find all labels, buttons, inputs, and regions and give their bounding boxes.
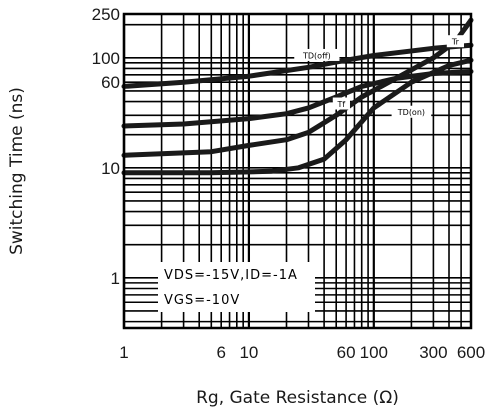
x-tick-label: 6: [216, 343, 225, 362]
x-axis-label: Rg, Gate Resistance (Ω): [196, 388, 399, 408]
curve-labels: TD(off) Tf Tr TD(on): [294, 35, 464, 118]
x-tick-label: 1: [119, 343, 128, 362]
series-curve-td-on: [121, 57, 474, 176]
y-tick-label: 60: [101, 73, 120, 92]
curve-label-bg: [332, 97, 350, 110]
y-axis-label: Switching Time (ns): [7, 87, 27, 255]
plot-frame: [122, 12, 473, 330]
curve-label: Tf: [337, 100, 346, 109]
x-tick-label: 300: [419, 343, 447, 362]
series-curve-td-off: [121, 42, 474, 89]
conditions-box: VDS=-15V,ID=-1A VGS=-10V: [158, 262, 315, 312]
series-curve-tr: [121, 17, 474, 158]
x-tick-label: 100: [360, 343, 388, 362]
curve-label: Tr: [451, 38, 460, 47]
x-tick-label: 60: [337, 343, 356, 362]
y-tick-label: 1: [111, 269, 120, 288]
y-tick-label: 10: [101, 159, 120, 178]
x-tick-label: 10: [239, 343, 258, 362]
y-tick-labels: 1 10 60 100 250: [92, 5, 120, 288]
curve-label: TD(off): [302, 51, 331, 60]
condition-line-2: VGS=-10V: [164, 293, 240, 308]
y-tick-label: 250: [92, 5, 120, 24]
condition-line-1: VDS=-15V,ID=-1A: [164, 268, 298, 283]
x-tick-label: 600: [457, 343, 485, 362]
y-tick-label: 100: [92, 49, 120, 68]
curves: [121, 17, 474, 176]
curve-label-bg: [294, 48, 340, 61]
x-tick-labels: 1 6 10 60 100 300 600: [119, 343, 485, 362]
curve-label-bg: [391, 105, 432, 118]
curve-label-bg: [446, 35, 464, 48]
curve-label: TD(on): [397, 108, 425, 117]
series-curve-tf: [121, 69, 474, 129]
